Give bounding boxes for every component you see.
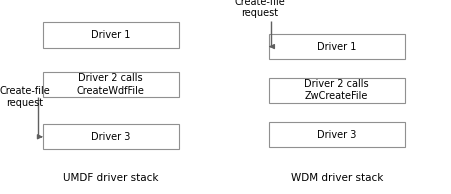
FancyBboxPatch shape: [43, 72, 178, 97]
Text: UMDF driver stack: UMDF driver stack: [63, 173, 158, 183]
Text: WDM driver stack: WDM driver stack: [290, 173, 382, 183]
Text: Create-file
request: Create-file request: [234, 0, 285, 18]
FancyBboxPatch shape: [43, 124, 178, 149]
Text: Driver 1: Driver 1: [91, 30, 130, 40]
Text: Driver 3: Driver 3: [91, 132, 130, 142]
Text: Driver 1: Driver 1: [316, 42, 356, 52]
FancyBboxPatch shape: [268, 78, 404, 103]
FancyBboxPatch shape: [43, 22, 178, 48]
Text: Driver 2 calls
ZwCreateFile: Driver 2 calls ZwCreateFile: [304, 79, 368, 101]
FancyBboxPatch shape: [268, 34, 404, 59]
Text: Driver 3: Driver 3: [316, 130, 356, 140]
Text: Create-file
request: Create-file request: [0, 86, 50, 108]
FancyBboxPatch shape: [268, 122, 404, 147]
Text: Driver 2 calls
CreateWdfFile: Driver 2 calls CreateWdfFile: [77, 73, 144, 96]
